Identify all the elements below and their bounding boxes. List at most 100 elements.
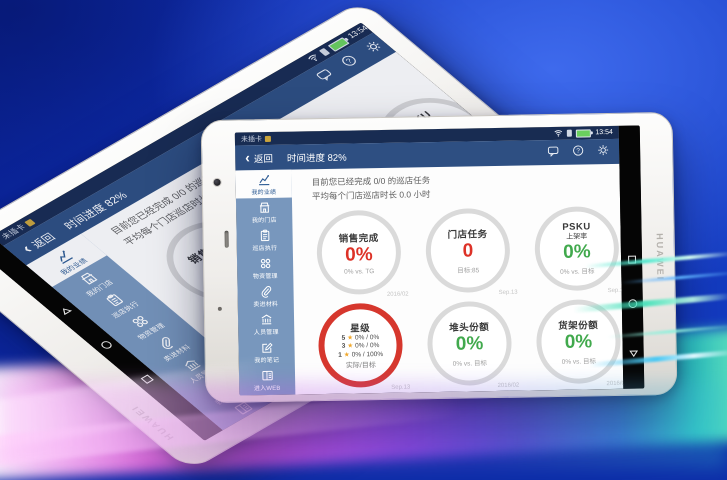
metric-date: Sep.13 [498, 289, 518, 296]
performance-chart-icon [50, 248, 75, 265]
sidebar-item-web[interactable]: 进入WEB [239, 366, 295, 395]
dashboard: 目前您已经完成 0/0 的巡店任务 平均每个门店巡店时长 0.0 小时 销售完成… [291, 164, 631, 395]
metric-card-store-tasks[interactable]: 门店任务 0 目标:85 Sep.13 [415, 207, 521, 301]
android-nav-bar [618, 125, 645, 389]
android-recents-button[interactable] [621, 253, 642, 265]
star-icon: ★ [343, 351, 350, 359]
metric-sub: 0% vs. 目标 [561, 358, 597, 366]
store-icon [76, 270, 101, 287]
web-layout-icon [260, 369, 273, 382]
android-back-button[interactable] [623, 347, 644, 359]
performance-chart-icon [257, 172, 270, 185]
sidebar-item-label: 巡店执行 [252, 245, 278, 252]
metric-date: 2016/02 [497, 382, 520, 389]
actual-vs-target-label: 实际/目标 [345, 362, 376, 370]
metric-title: 门店任务 [447, 229, 488, 241]
metric-card-display-share[interactable]: 堆头份额 0% 0% vs. 目标 2016/02 [417, 300, 523, 394]
sim-alert-icon [23, 218, 36, 227]
sidebar-item-assets[interactable]: 物资管理 [237, 254, 293, 283]
sidebar-item-visits[interactable]: 巡店执行 [78, 277, 159, 330]
metric-value: 0% [455, 333, 484, 355]
metric-value: 0 [462, 240, 474, 262]
metric-title: 货架份额 [558, 320, 599, 332]
settings-gear-icon[interactable] [361, 37, 389, 58]
sidebar-item-personnel[interactable]: 人员管理 [238, 310, 294, 339]
android-home-button[interactable] [622, 297, 643, 309]
star-icon: ★ [347, 342, 354, 350]
sidebar-item-label: 人员管理 [253, 329, 279, 337]
store-icon [257, 201, 270, 214]
huawei-logo: HUAWEI [654, 233, 666, 282]
sidebar-item-label: 我的门店 [251, 217, 277, 224]
help-icon[interactable]: ? [572, 143, 584, 161]
sidebar-item-stores[interactable]: 我的门店 [52, 255, 133, 308]
svg-text:?: ? [343, 56, 354, 64]
app-screen: 未插卡 13:54 ‹ 返回 时间进度 82% [234, 125, 628, 396]
metric-subtitle: 上架率 [566, 233, 588, 241]
sidebar-item-sellin-materials[interactable]: 卖进材料 [237, 282, 293, 311]
sidebar-item-label: 卖进材料 [253, 301, 279, 309]
metric-title: 星级 [350, 322, 371, 335]
paperclip-icon [259, 285, 272, 298]
svg-text:?: ? [576, 147, 580, 154]
time-progress-label: 时间进度 82% [286, 152, 347, 165]
sidebar-item-assets[interactable]: 物资管理 [104, 299, 185, 352]
sidebar-item-label: 我的笔记 [254, 357, 280, 365]
metric-value: 0% [345, 243, 373, 266]
sidebar: 我的业绩 我的门店 巡店执行 [235, 169, 296, 396]
sim-icon [319, 47, 331, 56]
help-icon[interactable]: ? [336, 52, 364, 73]
sidebar-item-stores[interactable]: 我的门店 [236, 198, 292, 227]
star-row: 1 ★ 0% / 100% [338, 350, 384, 359]
metric-card-sales[interactable]: 销售完成 0% 0% vs. TG 2016/02 [306, 208, 412, 302]
carrier-label: 未插卡 [240, 135, 262, 143]
app-nav-bar: ‹ 返回 时间进度 82% ? [3, 29, 403, 266]
people-bank-icon [259, 313, 272, 326]
settings-gear-icon[interactable] [597, 143, 609, 161]
metric-date: Sep.13 [391, 384, 411, 391]
battery-icon [576, 128, 592, 138]
clipboard-icon [101, 291, 126, 308]
sim-alert-icon [264, 135, 271, 142]
metric-date: 2016/02 [386, 291, 409, 298]
back-label: 返回 [253, 153, 274, 165]
speaker-grill [224, 230, 229, 248]
four-dots-icon [258, 257, 271, 270]
back-label: 返回 [29, 231, 59, 251]
metric-title: 销售完成 [338, 232, 379, 245]
status-bar: 未插卡 13:54 [0, 22, 380, 247]
metric-sub: 0% vs. 目标 [452, 360, 488, 368]
sidebar-item-label: 物资管理 [252, 273, 278, 281]
note-pen-icon [260, 341, 273, 354]
message-bubble-icon[interactable] [312, 66, 340, 87]
sidebar-item-label: 我的业绩 [251, 189, 277, 196]
front-camera [213, 178, 221, 186]
sidebar-item-performance[interactable]: 我的业绩 [26, 233, 107, 288]
metric-sub: 0% vs. TG [344, 267, 375, 276]
clipboard-icon [258, 229, 271, 242]
four-dots-icon [127, 313, 152, 330]
metric-value: 0% [563, 241, 591, 263]
sidebar-item-label: 进入WEB [253, 385, 281, 393]
metric-title: 堆头份额 [449, 322, 490, 334]
metric-value: 0% [564, 331, 593, 353]
metric-sub: 0% vs. 目标 [560, 268, 595, 276]
back-button[interactable]: ‹ 返回 [245, 149, 274, 165]
metric-card-star-rating[interactable]: 星级 5 ★ 0% / 0% 3 ★ 0% / 0% [308, 301, 414, 395]
front-tablet: HUAWEI 未插卡 13:54 ‹ [200, 111, 678, 404]
status-bar: 未插卡 13:54 [234, 125, 619, 146]
front-tablet-screen: 未插卡 13:54 ‹ 返回 时间进度 82% [234, 125, 645, 396]
star-icon: ★ [347, 334, 354, 342]
sidebar-item-visits[interactable]: 巡店执行 [236, 226, 292, 255]
sim-icon [567, 129, 573, 137]
metric-sub: 目标:85 [457, 267, 480, 275]
clock: 13:54 [595, 128, 613, 137]
metric-card-psku[interactable]: PSKU 上架率 0% 0% vs. 目标 Sep.13 [524, 205, 630, 299]
sidebar-item-notes[interactable]: 我的笔记 [238, 338, 294, 367]
android-back-button[interactable] [51, 302, 79, 321]
wifi-icon [305, 52, 323, 65]
sidebar-item-performance[interactable]: 我的业绩 [235, 169, 292, 199]
message-bubble-icon[interactable] [547, 143, 559, 161]
wifi-icon [554, 128, 563, 138]
metric-card-shelf-share[interactable]: 货架份额 0% 0% vs. 目标 2016/02 [526, 298, 632, 392]
